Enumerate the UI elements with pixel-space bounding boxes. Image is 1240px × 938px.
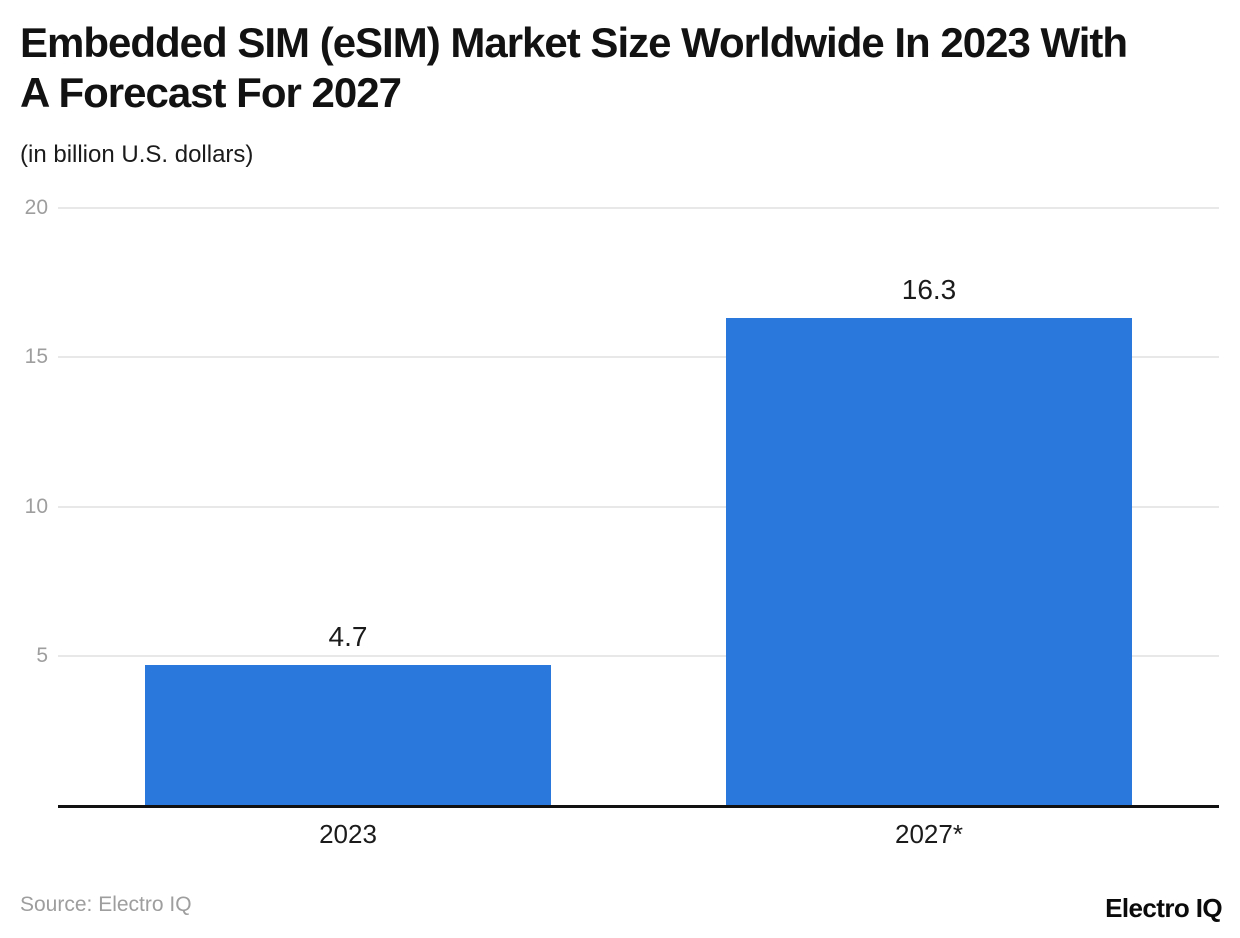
chart-subtitle: (in billion U.S. dollars) <box>20 141 254 168</box>
x-axis-line <box>58 805 1219 808</box>
plot-area: 5 10 15 20 4.7 2023 16.3 2027* <box>25 196 1219 849</box>
y-tick-label-20: 20 <box>24 196 48 219</box>
source-note: Source: Electro IQ <box>20 893 192 916</box>
gridline-15 <box>58 356 1219 358</box>
gridline-5 <box>58 655 1219 657</box>
y-tick-label-10: 10 <box>24 495 48 518</box>
value-label-2023: 4.7 <box>328 621 368 652</box>
gridline-20 <box>58 207 1219 209</box>
gridline-10 <box>58 506 1219 508</box>
x-tick-label-2027*: 2027* <box>895 819 963 849</box>
y-tick-label-5: 5 <box>36 644 48 667</box>
y-tick-label-15: 15 <box>24 345 48 368</box>
value-label-2027*: 16.3 <box>901 274 957 305</box>
brand-logo: Electro IQ <box>1105 893 1222 923</box>
bar-2023 <box>145 665 551 806</box>
chart-title: Embedded SIM (eSIM) Market Size Worldwid… <box>20 19 1128 116</box>
bar-2027* <box>726 318 1132 806</box>
x-tick-label-2023: 2023 <box>319 819 377 849</box>
